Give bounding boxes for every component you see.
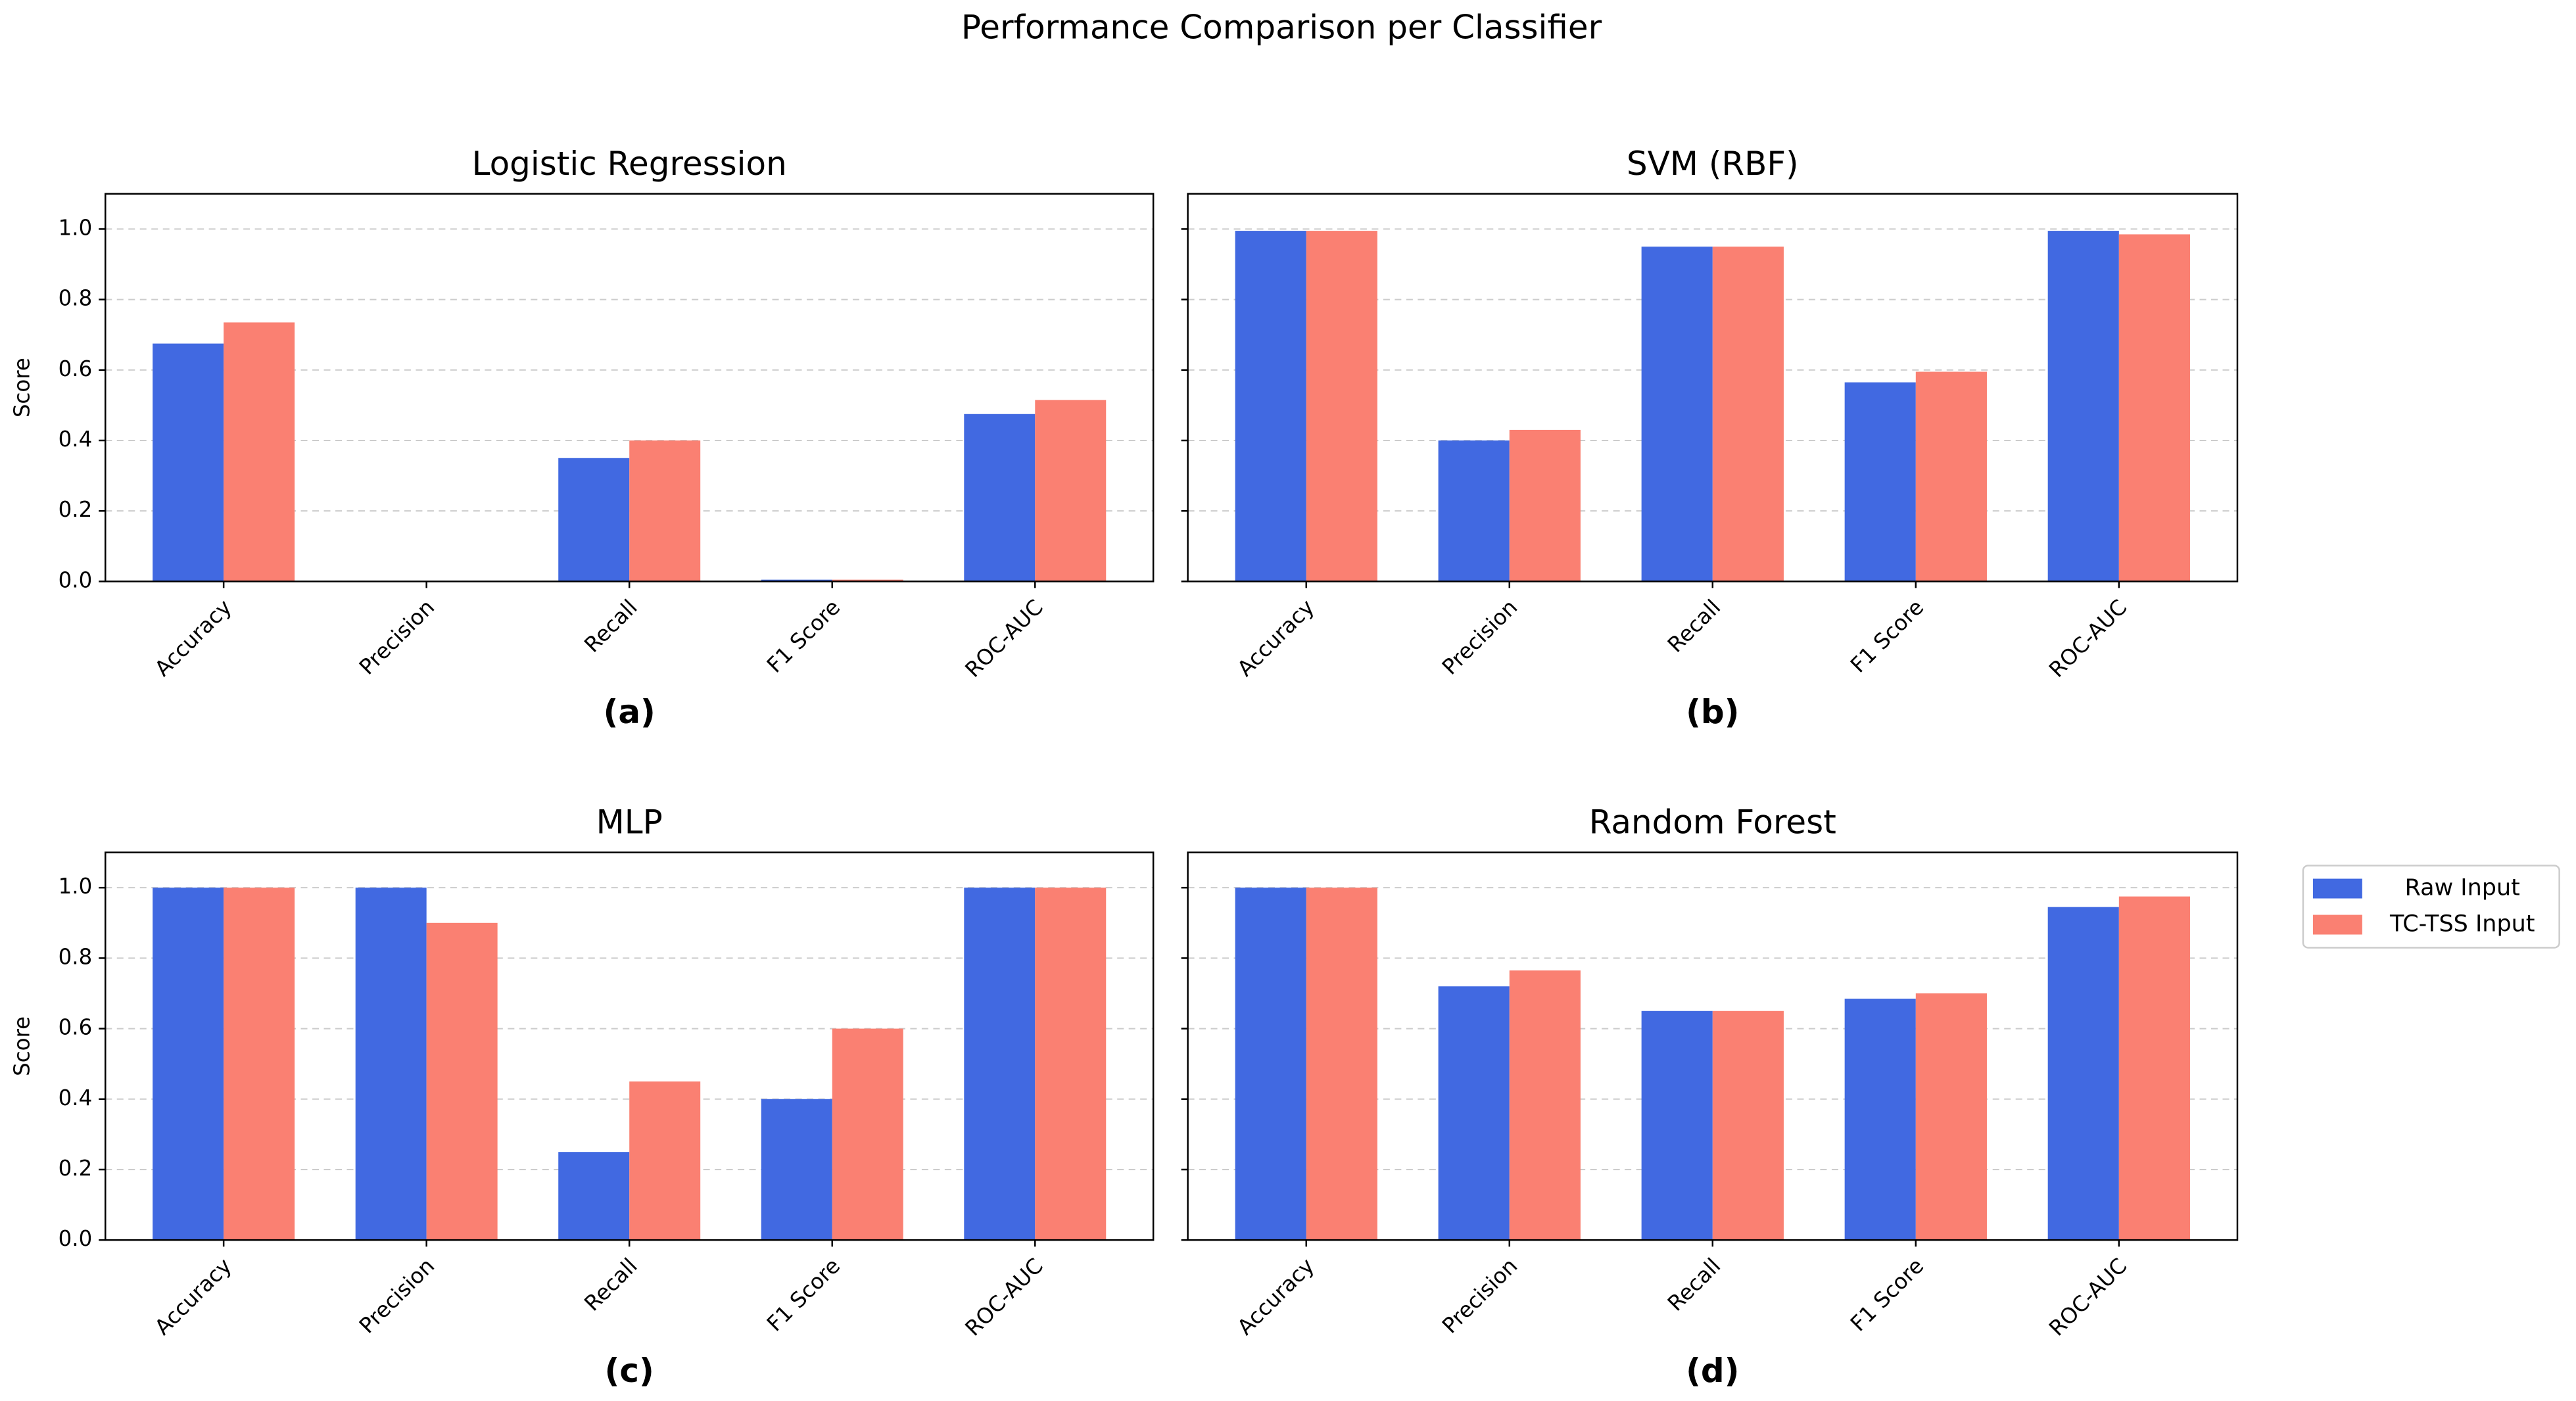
- bar: [1035, 400, 1107, 582]
- y-tick-label: 1.0: [59, 874, 93, 899]
- bar: [761, 1099, 832, 1241]
- x-tick-label: ROC-AUC: [2044, 595, 2132, 682]
- bar: [761, 579, 832, 582]
- y-tick-label: 0.2: [59, 1156, 93, 1181]
- bar: [2047, 907, 2119, 1241]
- subplot-label: (d): [1686, 1352, 1739, 1390]
- bar: [1712, 1010, 1784, 1241]
- subplot-title: Logistic Regression: [472, 145, 787, 183]
- legend-frame: [2302, 865, 2560, 949]
- subplot-title: SVM (RBF): [1627, 145, 1799, 183]
- bar: [1641, 1010, 1713, 1241]
- legend-label: Raw Input: [2405, 875, 2520, 901]
- subplot-label: (a): [604, 693, 656, 731]
- y-tick-label: 1.0: [59, 215, 93, 240]
- bar: [832, 1028, 903, 1241]
- y-tick-label: 0.8: [59, 286, 93, 311]
- y-tick-label: 0.8: [59, 944, 93, 969]
- bar: [629, 1081, 701, 1241]
- y-tick-label: 0.0: [59, 567, 93, 592]
- y-tick-label: 0.2: [59, 497, 93, 522]
- x-tick-label: Accuracy: [150, 595, 237, 682]
- bar: [355, 888, 427, 1241]
- bar: [2047, 231, 2119, 582]
- bar: [1306, 888, 1377, 1241]
- x-tick-label: Recall: [1663, 1253, 1725, 1316]
- bar: [1915, 371, 1987, 582]
- y-axis-label: Score: [9, 358, 34, 417]
- bar: [1438, 986, 1510, 1241]
- axes-frame: [105, 193, 1155, 582]
- bar: [1438, 440, 1510, 582]
- x-tick-label: Recall: [579, 1253, 642, 1316]
- x-tick-label: Accuracy: [1233, 595, 1320, 682]
- bar: [964, 414, 1036, 582]
- bar: [558, 1152, 630, 1241]
- bar: [1641, 247, 1713, 582]
- bar: [964, 888, 1036, 1241]
- legend-swatch: [2312, 878, 2362, 899]
- bar: [153, 343, 224, 582]
- bar: [1915, 993, 1987, 1241]
- x-tick-label: Precision: [1437, 1253, 1522, 1338]
- bar: [1235, 888, 1306, 1241]
- x-tick-label: F1 Score: [762, 1253, 845, 1336]
- figure-title: Performance Comparison per Classifier: [961, 8, 1602, 46]
- x-tick-label: F1 Score: [1846, 1253, 1928, 1336]
- bar: [1035, 888, 1107, 1241]
- subplot-title: Random Forest: [1589, 803, 1836, 842]
- bar: [224, 888, 295, 1241]
- bar: [1844, 999, 1916, 1241]
- bar: [426, 922, 498, 1241]
- bar: [558, 458, 630, 582]
- x-tick-label: Accuracy: [1233, 1253, 1320, 1340]
- bar: [224, 322, 295, 582]
- bar: [1306, 231, 1377, 582]
- bar: [629, 440, 701, 582]
- axes-frame: [105, 851, 1155, 1241]
- x-tick-label: Precision: [354, 1253, 439, 1338]
- legend-swatch: [2312, 914, 2362, 935]
- bar: [1235, 231, 1306, 582]
- bar: [153, 888, 224, 1241]
- x-tick-label: ROC-AUC: [961, 595, 1048, 682]
- axes-frame: [1187, 851, 2239, 1241]
- x-tick-label: Precision: [354, 595, 439, 680]
- axes-frame: [1187, 193, 2239, 582]
- y-tick-label: 0.6: [59, 1015, 93, 1040]
- y-tick-label: 0.4: [59, 1085, 93, 1110]
- x-tick-label: Precision: [1437, 595, 1522, 680]
- x-tick-label: Recall: [579, 595, 642, 657]
- y-tick-label: 0.4: [59, 427, 93, 452]
- bar: [2118, 896, 2190, 1241]
- bar: [1509, 970, 1581, 1241]
- x-tick-label: F1 Score: [762, 595, 845, 678]
- subplot-label: (b): [1686, 693, 1739, 731]
- bar: [1509, 429, 1581, 582]
- y-tick-label: 0.0: [59, 1226, 93, 1251]
- subplot-label: (c): [605, 1352, 654, 1390]
- x-tick-label: F1 Score: [1846, 595, 1928, 678]
- bar: [2118, 234, 2190, 582]
- y-tick-label: 0.6: [59, 356, 93, 381]
- legend-label: TC-TSS Input: [2389, 911, 2535, 938]
- x-tick-label: ROC-AUC: [2044, 1253, 2132, 1341]
- bar: [1844, 382, 1916, 582]
- subplot-title: MLP: [596, 803, 663, 842]
- x-tick-label: ROC-AUC: [961, 1253, 1048, 1341]
- y-axis-label: Score: [9, 1016, 34, 1076]
- x-tick-label: Recall: [1663, 595, 1725, 657]
- x-tick-label: Accuracy: [150, 1253, 237, 1340]
- bar: [832, 579, 903, 582]
- bar: [1712, 247, 1784, 582]
